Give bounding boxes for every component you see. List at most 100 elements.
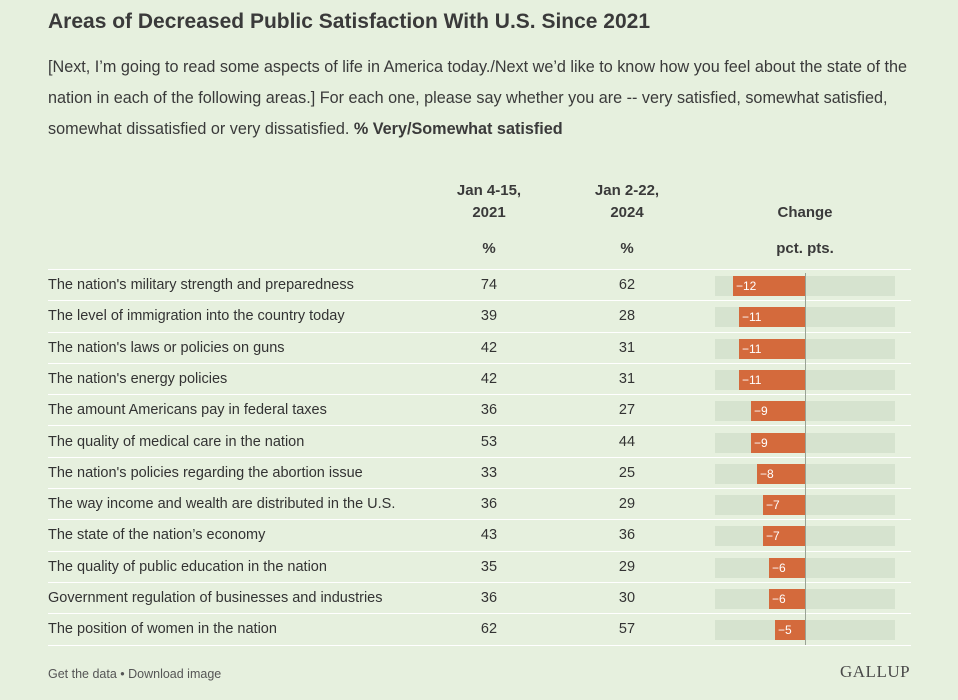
value-2024: 27	[618, 402, 636, 419]
table-row: The level of immigration into the countr…	[0, 301, 958, 333]
value-2024: 30	[618, 590, 636, 606]
change-label: −6	[772, 560, 786, 575]
column-header-2024: Jan 2-22, 2024 %	[578, 180, 676, 260]
value-2021: 36	[480, 590, 498, 606]
change-bar	[739, 369, 805, 390]
change-label: −12	[736, 279, 757, 293]
change-bar	[751, 401, 805, 422]
value-2021: 42	[480, 370, 498, 387]
row-label: The quality of medical care in the natio…	[48, 433, 305, 450]
table-row: The nation's energy policies 42 31 −11	[0, 364, 958, 396]
table-row: The state of the nation’s economy 43 36 −7	[0, 520, 958, 552]
value-2024: 36	[618, 527, 636, 544]
value-2021: 42	[480, 339, 498, 356]
table-row: The position of women in the nation 62 57 −…	[0, 614, 958, 646]
table-row: Government regulation of businesses and …	[0, 583, 958, 615]
value-2021: 39	[480, 308, 498, 325]
table-row: The amount Americans pay in federal taxe…	[0, 395, 958, 427]
change-label: −7	[766, 529, 780, 544]
row-divider	[48, 488, 911, 490]
column-header-2021: Jan 4-15, 2021 %	[440, 180, 538, 260]
row-divider	[48, 550, 911, 552]
column-header-2024-line2: 2024	[610, 204, 644, 221]
table-row: The nation's policies regarding the abor…	[0, 458, 958, 490]
column-header-2024-line1: Jan 2-22,	[594, 182, 660, 199]
row-label: The way income and wealth are distribute…	[48, 496, 396, 513]
row-label: The quality of public education in the n…	[48, 558, 327, 575]
chart-title: Areas of Decreased Public Satisfaction W…	[48, 10, 651, 33]
value-2024: 57	[618, 621, 636, 638]
row-divider	[48, 519, 911, 521]
change-label: −8	[760, 466, 774, 481]
zero-line	[805, 273, 806, 645]
value-2021: 43	[480, 527, 498, 544]
change-label: −9	[754, 435, 768, 450]
column-header-change: Change pct. pts.	[745, 202, 865, 260]
value-2021: 62	[480, 621, 498, 638]
value-2021: 35	[480, 558, 498, 575]
column-header-change-unit: pct. pts.	[776, 240, 834, 257]
change-bar	[733, 276, 805, 296]
change-bar	[769, 557, 805, 578]
table-row: The nation's laws or policies on guns 42 3…	[0, 333, 958, 364]
value-2021: 74	[480, 277, 498, 293]
change-label: −11	[742, 372, 762, 387]
chart-subtitle: [Next, I’m going to read some aspects of…	[48, 52, 908, 145]
change-label: −11	[742, 310, 762, 325]
value-2024: 31	[618, 370, 636, 387]
change-label: −6	[772, 592, 786, 606]
row-label: The state of the nation’s economy	[48, 527, 266, 544]
value-2021: 53	[480, 433, 498, 450]
value-2024: 29	[618, 496, 636, 513]
subtitle-text: [Next, I’m going to read some aspects of…	[48, 58, 907, 138]
row-divider	[48, 456, 911, 458]
gallup-logo: GALLUP	[840, 662, 911, 681]
change-label: −7	[766, 498, 780, 513]
column-header-2024-unit: %	[620, 240, 634, 257]
row-label: The level of immigration into the countr…	[48, 308, 345, 325]
column-header-change-line1: Change	[777, 204, 833, 221]
footer-links[interactable]: Get the data • Download image	[48, 667, 222, 681]
change-bar	[739, 307, 805, 328]
value-2021: 33	[480, 464, 498, 481]
table-row: The way income and wealth are distribute…	[0, 489, 958, 521]
row-divider	[48, 394, 911, 396]
value-2024: 44	[618, 433, 636, 450]
change-bar	[763, 526, 805, 547]
row-divider	[48, 425, 911, 427]
change-label: −5	[778, 623, 792, 638]
header-divider	[48, 269, 911, 270]
row-divider	[48, 362, 911, 364]
value-2024: 62	[618, 277, 636, 293]
change-label: −11	[742, 341, 762, 356]
change-bar	[769, 589, 805, 609]
value-2024: 31	[618, 339, 636, 356]
row-divider	[48, 644, 911, 646]
row-divider	[48, 331, 911, 333]
change-label: −9	[754, 404, 768, 419]
row-label: The nation's energy policies	[48, 370, 228, 387]
value-2024: 29	[618, 558, 636, 575]
subtitle-bold: % Very/Somewhat satisfied	[353, 120, 563, 138]
row-label: The amount Americans pay in federal taxe…	[48, 402, 327, 419]
value-2024: 28	[618, 308, 636, 325]
table-row: The nation's military strength and prepa…	[0, 270, 958, 302]
change-bar	[757, 463, 805, 484]
change-bar	[775, 620, 805, 641]
column-header-2021-line2: 2021	[472, 204, 506, 221]
row-divider	[48, 581, 911, 583]
row-label: Government regulation of businesses and …	[48, 590, 383, 606]
value-2024: 25	[618, 464, 636, 481]
value-2021: 36	[480, 496, 498, 513]
row-label: The nation's policies regarding the abor…	[48, 464, 363, 481]
table-row: The quality of public education in the n…	[0, 552, 958, 583]
row-label: The nation's military strength and prepa…	[48, 277, 354, 293]
change-bar	[739, 338, 805, 359]
column-header-2021-line1: Jan 4-15,	[456, 182, 522, 199]
row-divider	[48, 300, 911, 302]
change-bar	[763, 495, 805, 516]
column-header-2021-unit: %	[482, 240, 496, 257]
row-divider	[48, 613, 911, 615]
change-bar	[751, 432, 805, 453]
value-2021: 36	[480, 402, 498, 419]
